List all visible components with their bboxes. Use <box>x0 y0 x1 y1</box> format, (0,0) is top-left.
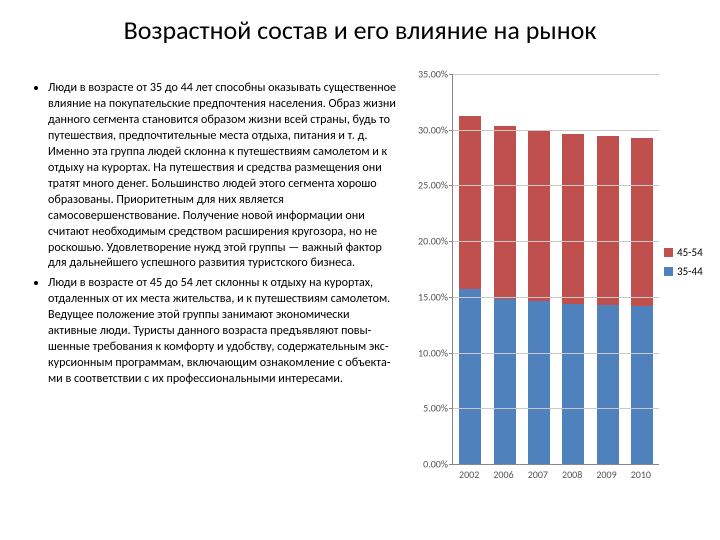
chart-tickmark <box>449 297 453 298</box>
chart-tickmark <box>449 74 453 75</box>
chart-xtick-label: 2009 <box>592 468 622 481</box>
chart-gridline <box>453 353 659 354</box>
chart-xtick-label: 2010 <box>626 468 656 481</box>
bullet-list: Люди в возрасте от 35 до 44 лет способны… <box>30 80 400 387</box>
legend-label: 35-44 <box>677 265 703 278</box>
chart-tickmark <box>449 185 453 186</box>
legend-item: 35-44 <box>664 265 703 278</box>
chart-tickmark <box>449 241 453 242</box>
chart-bar-segment <box>562 134 584 303</box>
chart-xtick-label: 2007 <box>523 468 553 481</box>
chart-gridline <box>453 241 659 242</box>
chart-bar-segment <box>459 289 481 464</box>
chart-tickmark <box>449 353 453 354</box>
page-title: Возрастной состав и его влияние на рынок <box>0 14 720 46</box>
chart-gridline <box>453 74 659 75</box>
chart-ytick-label: 30.00% <box>412 123 448 136</box>
chart-tickmark <box>449 464 453 465</box>
chart-ytick-label: 0.00% <box>412 458 448 471</box>
chart-ytick-label: 20.00% <box>412 235 448 248</box>
chart-tickmark <box>449 408 453 409</box>
chart-xtick-label: 2008 <box>557 468 587 481</box>
chart-bar-segment <box>459 116 481 289</box>
chart-bar-segment <box>528 130 550 302</box>
body-text: Люди в возрасте от 35 до 44 лет способны… <box>30 80 400 391</box>
legend-swatch-icon <box>664 248 673 257</box>
chart-ytick-label: 25.00% <box>412 179 448 192</box>
chart-bar-segment <box>528 301 550 464</box>
legend-label: 45-54 <box>677 246 703 259</box>
legend-swatch-icon <box>664 267 673 276</box>
chart-legend: 45-54 35-44 <box>664 246 703 284</box>
chart-bar-segment <box>631 138 653 306</box>
chart-gridline <box>453 185 659 186</box>
chart-ytick-label: 35.00% <box>412 68 448 81</box>
chart-bar-segment <box>597 136 619 304</box>
chart-gridline <box>453 130 659 131</box>
chart-plot-area <box>452 74 659 465</box>
chart-ytick-label: 15.00% <box>412 290 448 303</box>
slide: Возрастной состав и его влияние на рынок… <box>0 0 720 540</box>
bullet-item: Люди в возрасте от 35 до 44 лет способны… <box>48 80 400 271</box>
chart-ytick-label: 5.00% <box>412 402 448 415</box>
bullet-item: Люди в возрасте от 45 до 54 лет склонны … <box>48 275 400 387</box>
chart-xtick-label: 2006 <box>489 468 519 481</box>
chart-gridline <box>453 408 659 409</box>
age-chart: 45-54 35-44 0.00% 5.00% 10.00% 15.00% 20.00%… <box>412 74 712 494</box>
chart-xtick-label: 2002 <box>454 468 484 481</box>
legend-item: 45-54 <box>664 246 703 259</box>
chart-bar-segment <box>494 299 516 464</box>
chart-bars <box>453 74 659 464</box>
chart-gridline <box>453 297 659 298</box>
chart-bar-segment <box>597 305 619 464</box>
chart-bar-segment <box>494 126 516 299</box>
chart-tickmark <box>449 130 453 131</box>
chart-bar-segment <box>562 304 584 464</box>
chart-ytick-label: 10.00% <box>412 346 448 359</box>
chart-bar-segment <box>631 306 653 464</box>
